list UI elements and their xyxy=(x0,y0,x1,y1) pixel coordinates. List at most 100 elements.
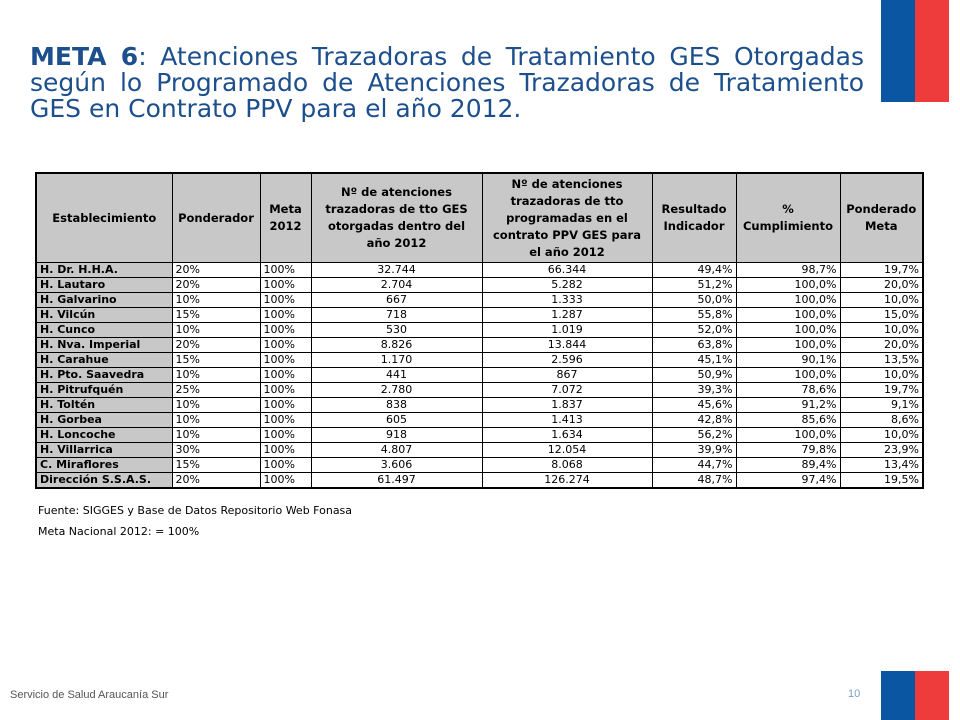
cell-programadas: 13.844 xyxy=(481,337,653,353)
table-row: Dirección S.S.A.S. 20% 100% 61.497 126.274 48… xyxy=(35,472,924,489)
cell-establecimiento: H. Loncoche xyxy=(35,427,173,443)
cell-programadas: 8.068 xyxy=(481,457,653,473)
table-row: H. Dr. H.H.A. 20% 100% 32.744 66.344 49,4% 98,… xyxy=(35,262,924,278)
footer-organization: Servicio de Salud Araucanía Sur xyxy=(10,689,169,701)
cell-meta: 100% xyxy=(259,367,312,383)
flag-decoration-top xyxy=(881,0,949,102)
header-atenciones-programadas: Nº de atenciones trazadoras de tto progr… xyxy=(481,172,653,263)
cell-cumplimiento: 85,6% xyxy=(735,412,841,428)
cell-ponderado-meta: 19,7% xyxy=(839,262,924,278)
table-row: H. Lautaro 20% 100% 2.704 5.282 51,2% 100,0% 20… xyxy=(35,277,924,293)
results-table-container: Establecimiento Ponderador Meta 2012 Nº de … xyxy=(35,172,924,489)
cell-cumplimiento: 89,4% xyxy=(735,457,841,473)
cell-cumplimiento: 78,6% xyxy=(735,382,841,398)
cell-establecimiento: H. Lautaro xyxy=(35,277,173,293)
cell-otorgadas: 61.497 xyxy=(310,472,483,489)
cell-meta: 100% xyxy=(259,307,312,323)
cell-otorgadas: 918 xyxy=(310,427,483,443)
cell-ponderador: 20% xyxy=(171,337,261,353)
cell-otorgadas: 2.780 xyxy=(310,382,483,398)
cell-meta: 100% xyxy=(259,352,312,368)
cell-ponderado-meta: 10,0% xyxy=(839,292,924,308)
cell-meta: 100% xyxy=(259,442,312,458)
page-number: 10 xyxy=(848,688,861,700)
cell-resultado: 56,2% xyxy=(651,427,737,443)
table-header-row: Establecimiento Ponderador Meta 2012 Nº de … xyxy=(35,172,924,263)
cell-cumplimiento: 79,8% xyxy=(735,442,841,458)
cell-cumplimiento: 97,4% xyxy=(735,472,841,489)
cell-ponderado-meta: 19,5% xyxy=(839,472,924,489)
cell-ponderador: 10% xyxy=(171,427,261,443)
cell-establecimiento: H. Villarrica xyxy=(35,442,173,458)
national-goal-note: Meta Nacional 2012: = 100% xyxy=(38,525,200,538)
cell-ponderador: 25% xyxy=(171,382,261,398)
table-row: H. Galvarino 10% 100% 667 1.333 50,0% 100,0% 10… xyxy=(35,292,924,308)
cell-ponderador: 10% xyxy=(171,292,261,308)
cell-ponderado-meta: 10,0% xyxy=(839,427,924,443)
cell-resultado: 52,0% xyxy=(651,322,737,338)
cell-programadas: 867 xyxy=(481,367,653,383)
cell-establecimiento: H. Pto. Saavedra xyxy=(35,367,173,383)
cell-resultado: 45,1% xyxy=(651,352,737,368)
results-table: Establecimiento Ponderador Meta 2012 Nº de … xyxy=(35,172,924,489)
cell-resultado: 50,0% xyxy=(651,292,737,308)
cell-resultado: 48,7% xyxy=(651,472,737,489)
cell-ponderado-meta: 19,7% xyxy=(839,382,924,398)
cell-ponderado-meta: 8,6% xyxy=(839,412,924,428)
cell-ponderador: 15% xyxy=(171,307,261,323)
cell-resultado: 55,8% xyxy=(651,307,737,323)
cell-ponderado-meta: 20,0% xyxy=(839,337,924,353)
cell-resultado: 39,3% xyxy=(651,382,737,398)
cell-ponderado-meta: 20,0% xyxy=(839,277,924,293)
cell-cumplimiento: 98,7% xyxy=(735,262,841,278)
header-meta: Meta 2012 xyxy=(259,172,312,263)
cell-meta: 100% xyxy=(259,337,312,353)
cell-resultado: 45,6% xyxy=(651,397,737,413)
cell-ponderado-meta: 13,5% xyxy=(839,352,924,368)
table-row: H. Cunco 10% 100% 530 1.019 52,0% 100,0% 10,0% xyxy=(35,322,924,338)
cell-meta: 100% xyxy=(259,262,312,278)
cell-otorgadas: 2.704 xyxy=(310,277,483,293)
cell-resultado: 42,8% xyxy=(651,412,737,428)
cell-ponderador: 20% xyxy=(171,277,261,293)
slide-title-rest: : Atenciones Trazadoras de Tratamiento G… xyxy=(30,42,865,123)
cell-meta: 100% xyxy=(259,472,312,489)
cell-programadas: 1.333 xyxy=(481,292,653,308)
cell-cumplimiento: 100,0% xyxy=(735,337,841,353)
flag-red-bar xyxy=(915,671,949,720)
cell-establecimiento: Dirección S.S.A.S. xyxy=(35,472,173,489)
cell-programadas: 12.054 xyxy=(481,442,653,458)
cell-programadas: 126.274 xyxy=(481,472,653,489)
header-resultado: Resultado Indicador xyxy=(651,172,737,263)
cell-otorgadas: 8.826 xyxy=(310,337,483,353)
table-row: H. Carahue 15% 100% 1.170 2.596 45,1% 90,1% 13,… xyxy=(35,352,924,368)
table-row: H. Villarrica 30% 100% 4.807 12.054 39,9% 79,8… xyxy=(35,442,924,458)
table-row: H. Loncoche 10% 100% 918 1.634 56,2% 100,0% 10,… xyxy=(35,427,924,443)
slide-title: META 6: Atenciones Trazadoras de Tratami… xyxy=(30,44,864,122)
cell-resultado: 49,4% xyxy=(651,262,737,278)
table-row: H. Nva. Imperial 20% 100% 8.826 13.844 63,8% 1… xyxy=(35,337,924,353)
cell-cumplimiento: 100,0% xyxy=(735,427,841,443)
table-row: H. Gorbea 10% 100% 605 1.413 42,8% 85,6% 8,6% xyxy=(35,412,924,428)
cell-otorgadas: 530 xyxy=(310,322,483,338)
cell-resultado: 51,2% xyxy=(651,277,737,293)
cell-cumplimiento: 100,0% xyxy=(735,307,841,323)
cell-ponderado-meta: 9,1% xyxy=(839,397,924,413)
cell-meta: 100% xyxy=(259,412,312,428)
cell-ponderador: 30% xyxy=(171,442,261,458)
flag-blue-bar xyxy=(881,0,915,102)
flag-decoration-bottom xyxy=(881,671,949,720)
cell-ponderador: 10% xyxy=(171,412,261,428)
cell-cumplimiento: 100,0% xyxy=(735,322,841,338)
cell-otorgadas: 667 xyxy=(310,292,483,308)
cell-meta: 100% xyxy=(259,457,312,473)
table-row: H. Toltén 10% 100% 838 1.837 45,6% 91,2% 9,1% xyxy=(35,397,924,413)
cell-ponderador: 10% xyxy=(171,322,261,338)
cell-meta: 100% xyxy=(259,382,312,398)
header-ponderador: Ponderador xyxy=(171,172,261,263)
cell-programadas: 1.287 xyxy=(481,307,653,323)
cell-meta: 100% xyxy=(259,322,312,338)
cell-establecimiento: H. Vilcún xyxy=(35,307,173,323)
table-row: C. Miraflores 15% 100% 3.606 8.068 44,7% 89,4%… xyxy=(35,457,924,473)
cell-establecimiento: H. Galvarino xyxy=(35,292,173,308)
